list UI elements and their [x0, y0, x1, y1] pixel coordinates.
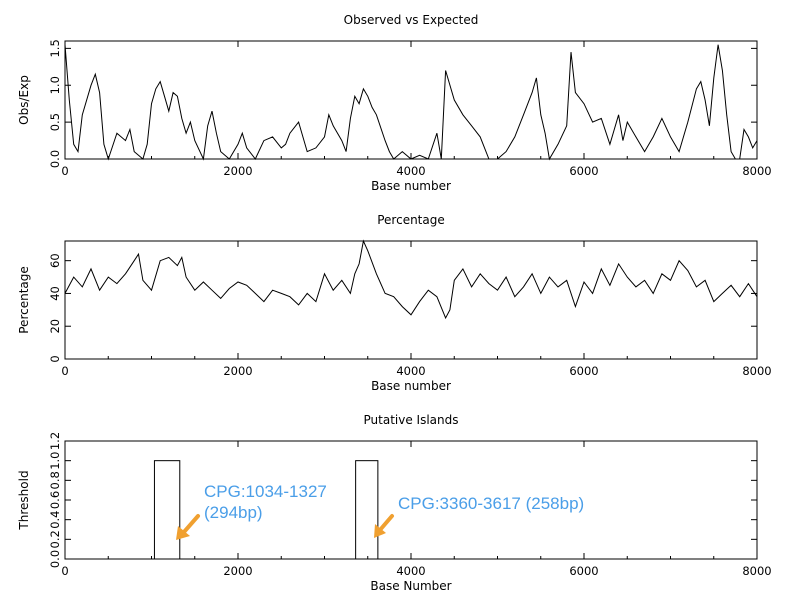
y-tick-label: 1.0 — [48, 452, 62, 470]
panel-1-xlabel: Base number — [371, 179, 451, 193]
y-tick-label: 40 — [48, 286, 62, 301]
x-tick-label: 6000 — [569, 164, 598, 178]
panel-2-xlabel: Base number — [371, 379, 451, 393]
island-bar-1 — [153, 460, 181, 560]
x-tick-label: 2000 — [223, 164, 252, 178]
panel-3-ylabel: Threshold — [17, 470, 31, 530]
island-1-annotation-line-2: (294bp) — [204, 503, 263, 522]
panel-2-title: Percentage — [377, 213, 445, 227]
percentage-line — [64, 239, 758, 320]
panel-obs-exp: Observed vs Expected 0 2000 4000 6000 8000 0.… — [17, 13, 772, 193]
panel-2-frame — [64, 240, 758, 360]
panel-1-frame — [64, 40, 758, 160]
panel-2-ylabel: Percentage — [17, 266, 31, 334]
island-2-arrow — [374, 514, 394, 538]
y-tick-label: 0.0 — [48, 550, 62, 568]
island-bar-2 — [355, 460, 379, 560]
x-tick-label: 6000 — [569, 564, 598, 578]
x-tick-label: 0 — [61, 364, 68, 378]
panel-1-title: Observed vs Expected — [344, 13, 479, 27]
y-tick-label: 60 — [48, 253, 62, 268]
panel-3-xlabel: Base Number — [370, 579, 451, 593]
y-tick-label: 1.0 — [48, 76, 62, 94]
island-2-annotation-line-1: CPG:3360-3617 (258bp) — [398, 494, 584, 513]
island-1-arrow — [176, 514, 200, 540]
panel-islands: Putative Islands 0 2000 4000 6000 8000 0.0 0.2… — [17, 413, 772, 593]
x-tick-label: 4000 — [396, 364, 425, 378]
panel-3-title: Putative Islands — [364, 413, 459, 427]
panel-1-ylabel: Obs/Exp — [17, 75, 31, 125]
x-tick-label: 2000 — [223, 364, 252, 378]
y-tick-label: 1.2 — [48, 432, 62, 450]
x-tick-label: 8000 — [742, 364, 771, 378]
x-tick-label: 4000 — [396, 164, 425, 178]
y-tick-label: 0 — [48, 355, 62, 362]
x-tick-label: 8000 — [742, 164, 771, 178]
x-tick-label: 8000 — [742, 564, 771, 578]
x-tick-label: 0 — [61, 164, 68, 178]
y-tick-label: 20 — [48, 319, 62, 334]
x-tick-label: 2000 — [223, 564, 252, 578]
x-tick-label: 4000 — [396, 564, 425, 578]
island-1-annotation: CPG:1034-1327 (294bp) — [204, 482, 332, 522]
y-tick-label: 0.5 — [48, 113, 62, 131]
island-1-annotation-line-1: CPG:1034-1327 — [204, 482, 327, 501]
y-tick-label: 1.5 — [48, 39, 62, 57]
x-tick-label: 0 — [61, 564, 68, 578]
y-tick-label: 0.4 — [48, 511, 62, 529]
y-tick-label: 0.6 — [48, 491, 62, 509]
y-tick-label: 0.8 — [48, 471, 62, 489]
y-tick-label: 0.0 — [48, 150, 62, 168]
obs-exp-line — [64, 44, 758, 161]
panel-percentage: Percentage 0 2000 4000 6000 8000 0 20 40 60 Base… — [17, 213, 772, 393]
island-2-annotation: CPG:3360-3617 (258bp) — [398, 494, 584, 513]
y-tick-label: 0.2 — [48, 530, 62, 548]
x-tick-label: 6000 — [569, 364, 598, 378]
